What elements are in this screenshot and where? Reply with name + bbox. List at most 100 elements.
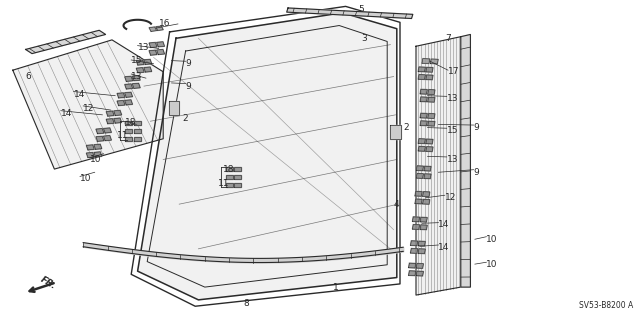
Polygon shape [156,26,163,31]
Polygon shape [149,42,157,48]
Polygon shape [420,121,428,126]
Polygon shape [131,6,400,306]
Polygon shape [226,183,233,187]
Polygon shape [26,30,106,54]
Text: 14: 14 [61,109,72,118]
Polygon shape [428,114,435,118]
Text: 16: 16 [159,19,170,28]
Text: 1: 1 [333,283,339,292]
Polygon shape [226,175,233,179]
Polygon shape [144,67,152,72]
Polygon shape [418,146,426,151]
Polygon shape [426,139,433,144]
Polygon shape [106,119,114,124]
Text: 14: 14 [74,90,85,99]
Text: 8: 8 [243,299,249,308]
Polygon shape [428,90,435,94]
Text: 9: 9 [474,123,479,132]
Polygon shape [114,118,122,123]
Polygon shape [426,67,433,72]
Polygon shape [234,183,241,187]
Text: 10: 10 [486,260,498,269]
Polygon shape [426,147,433,152]
Polygon shape [428,97,435,102]
Polygon shape [125,84,132,89]
Text: 14: 14 [438,243,450,252]
Polygon shape [96,129,104,134]
Polygon shape [149,50,157,55]
Text: 12: 12 [83,104,95,113]
Text: 17: 17 [448,67,460,76]
Text: 2: 2 [403,123,409,132]
Polygon shape [125,121,132,125]
Text: 5: 5 [358,5,364,14]
Polygon shape [408,271,416,276]
Polygon shape [426,75,433,80]
Polygon shape [420,113,428,118]
Text: 13: 13 [138,43,149,52]
Text: 4: 4 [394,200,399,209]
Polygon shape [420,225,428,230]
Text: 18: 18 [223,165,234,174]
Polygon shape [136,60,144,65]
Polygon shape [430,59,438,64]
Polygon shape [410,241,418,246]
Text: 10: 10 [486,235,498,244]
Text: 13: 13 [131,72,143,81]
Polygon shape [149,27,157,31]
Polygon shape [415,199,422,204]
Polygon shape [234,167,241,171]
Polygon shape [418,241,426,246]
Text: 18: 18 [125,118,136,127]
Text: 15: 15 [447,126,458,135]
Polygon shape [234,175,241,179]
Polygon shape [287,8,413,19]
Text: SV53-B8200 A: SV53-B8200 A [579,301,634,310]
Polygon shape [106,111,114,116]
Polygon shape [104,136,111,141]
Polygon shape [416,263,424,268]
Text: 9: 9 [186,59,191,68]
Polygon shape [416,174,424,178]
Text: 9: 9 [186,82,191,91]
Polygon shape [408,263,416,268]
Polygon shape [428,121,435,126]
Text: FR.: FR. [38,275,58,291]
Polygon shape [125,129,132,133]
Polygon shape [94,144,102,149]
Polygon shape [424,166,431,171]
Polygon shape [424,174,431,179]
Polygon shape [420,97,428,102]
Text: 11: 11 [116,131,128,140]
Polygon shape [114,110,122,115]
Polygon shape [418,75,426,79]
Text: 14: 14 [438,220,450,229]
Polygon shape [422,59,430,63]
Polygon shape [410,249,418,253]
Polygon shape [390,125,401,139]
Polygon shape [138,13,397,300]
Polygon shape [125,76,132,81]
Text: 3: 3 [362,34,367,43]
Polygon shape [415,191,422,196]
Text: 10: 10 [90,155,101,164]
Polygon shape [420,217,428,222]
Polygon shape [132,83,140,88]
Polygon shape [96,136,104,141]
Polygon shape [461,34,470,287]
Polygon shape [136,68,144,73]
Polygon shape [416,166,424,171]
Text: 13: 13 [447,155,458,164]
Text: 9: 9 [474,168,479,177]
Polygon shape [418,139,426,144]
Polygon shape [416,271,424,276]
Polygon shape [157,42,164,47]
Polygon shape [134,121,141,125]
Polygon shape [420,89,428,94]
Polygon shape [418,249,426,254]
Text: 15: 15 [131,56,143,65]
Text: 7: 7 [445,34,451,43]
Polygon shape [134,129,141,133]
Text: 11: 11 [218,179,229,188]
Polygon shape [422,199,430,204]
